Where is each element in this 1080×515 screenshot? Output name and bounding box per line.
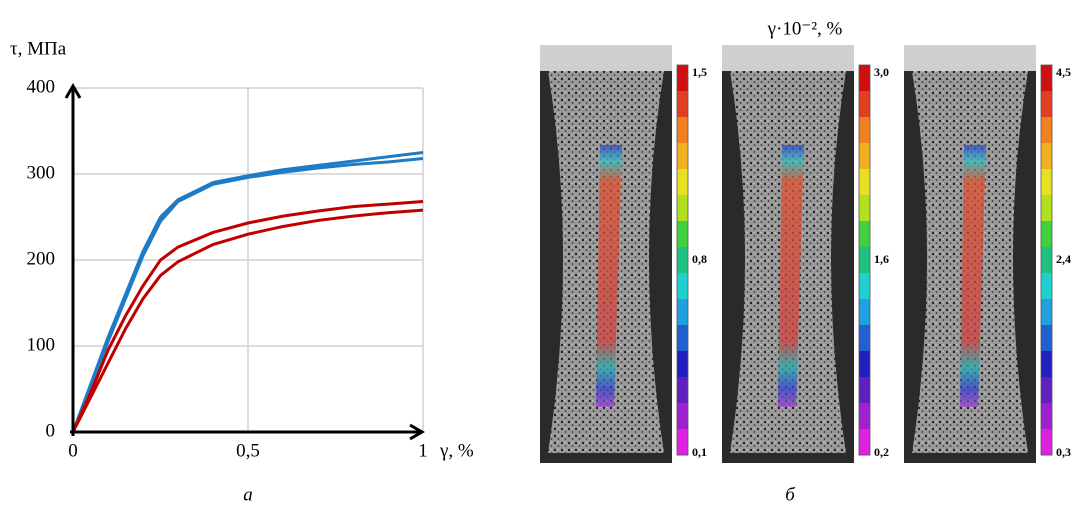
x-tick-label: 1 (418, 440, 428, 461)
colorbar-segment (677, 403, 688, 430)
colorbar-segment (859, 221, 870, 248)
colorbar-segment (859, 117, 870, 144)
colorbar-label: 2,4 (1056, 252, 1071, 266)
images (540, 45, 1036, 463)
y-tick-label: 200 (27, 248, 56, 269)
colorbar-segment (677, 117, 688, 144)
colorbar-segment (677, 65, 688, 92)
colorbar-label: 0,2 (874, 445, 889, 459)
colorbar-segment (1041, 65, 1052, 92)
colorbar-segment (677, 247, 688, 274)
strain-field (596, 145, 622, 407)
colorbar-segment (677, 143, 688, 170)
data-line (71, 208, 424, 433)
colorbar-segment (1041, 299, 1052, 326)
colorbar-segment (1041, 221, 1052, 248)
colorbar-segment (1041, 117, 1052, 144)
colorbar-segment (677, 273, 688, 300)
colorbar-segment (1041, 247, 1052, 274)
colorbar-label: 4,5 (1056, 65, 1071, 79)
image-top (540, 45, 672, 71)
colorbar-segment (677, 91, 688, 118)
colorbar-label: 0,1 (692, 445, 707, 459)
x-tick-label: 0,5 (236, 440, 260, 461)
colorbar-segment (677, 195, 688, 222)
colorbar-segment (859, 169, 870, 196)
colorbar-segment (859, 299, 870, 326)
y-axis-label: τ, МПа (10, 38, 67, 59)
colorbar-frame (1040, 64, 1053, 456)
colorbar-segment (859, 273, 870, 300)
colorbar-segment (677, 299, 688, 326)
colorbar: 4,5 2,4 0,3 (1040, 64, 1071, 459)
x-arrow (409, 423, 425, 441)
data-line (71, 157, 424, 433)
x-tick-label: 0 (68, 440, 78, 461)
colorbar-frame (676, 64, 689, 456)
y-tick-label: 0 (46, 420, 56, 441)
panel-label: а (243, 484, 253, 505)
grid (72, 87, 424, 433)
y-arrow (64, 83, 82, 99)
colorbar-segment (859, 325, 870, 352)
axes (64, 83, 425, 441)
colorbar-segment (1041, 273, 1052, 300)
colorbar-segment (677, 377, 688, 404)
colorbar-segment (1041, 325, 1052, 352)
y-tick-label: 100 (27, 334, 56, 355)
colorbar-segment (859, 403, 870, 430)
colorbar-segment (1041, 143, 1052, 170)
colorbar-segment (677, 351, 688, 378)
image-top (904, 45, 1036, 71)
colorbar-segment (859, 377, 870, 404)
colorbar-segment (677, 169, 688, 196)
colorbar-segment (1041, 351, 1052, 378)
colorbar-label: 3,0 (874, 65, 889, 79)
colorbar-segment (859, 65, 870, 92)
panel-label: б (785, 484, 796, 505)
panel-title: γ·10⁻², % (767, 18, 843, 39)
colorbar-segment (677, 325, 688, 352)
colorbar-segment (1041, 377, 1052, 404)
colorbar-segment (859, 429, 870, 456)
colorbar-frame (858, 64, 871, 456)
colorbar-segment (859, 351, 870, 378)
colorbar-label: 0,3 (1056, 445, 1071, 459)
strain-field (960, 145, 986, 407)
image-top (722, 45, 854, 71)
colorbar-segment (859, 247, 870, 274)
colorbar-segment (1041, 403, 1052, 430)
colorbar-segment (1041, 169, 1052, 196)
plot-lines (71, 151, 424, 433)
colorbar-label: 1,5 (692, 65, 707, 79)
y-tick-label: 300 (27, 162, 56, 183)
colorbar-segment (859, 143, 870, 170)
colorbar-label: 0,8 (692, 252, 707, 266)
data-line (71, 151, 424, 433)
strain-field (778, 145, 804, 407)
colorbar: 3,0 1,6 0,2 (858, 64, 889, 459)
colorbar: 1,5 0,8 0,1 (676, 64, 707, 459)
colorbar-segment (1041, 91, 1052, 118)
colorbar-segment (677, 429, 688, 456)
x-axis-label: γ, % (439, 440, 474, 461)
colorbar-segment (1041, 429, 1052, 456)
y-tick-label: 400 (27, 76, 56, 97)
colorbar-segment (859, 195, 870, 222)
colorbar-segment (1041, 195, 1052, 222)
data-line (71, 200, 424, 433)
colorbar-segment (677, 221, 688, 248)
colorbar-label: 1,6 (874, 252, 889, 266)
colorbar-segment (859, 91, 870, 118)
